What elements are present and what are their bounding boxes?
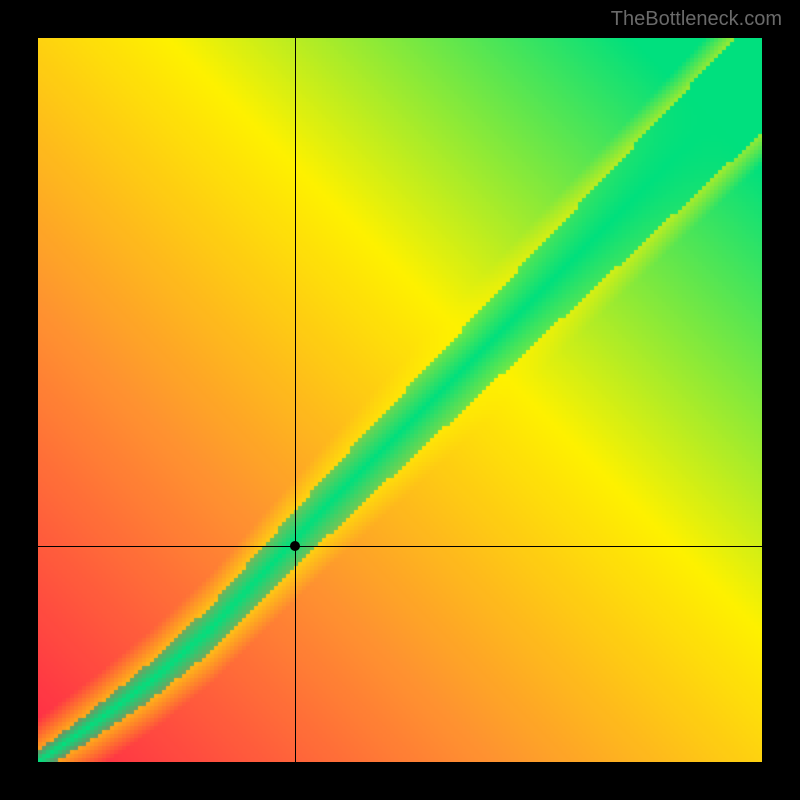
heatmap-canvas xyxy=(38,38,762,762)
crosshair-horizontal xyxy=(38,546,762,547)
attribution-watermark: TheBottleneck.com xyxy=(611,8,782,31)
bottleneck-heatmap xyxy=(38,38,762,762)
crosshair-vertical xyxy=(295,38,296,762)
operating-point-marker[interactable] xyxy=(290,541,300,551)
